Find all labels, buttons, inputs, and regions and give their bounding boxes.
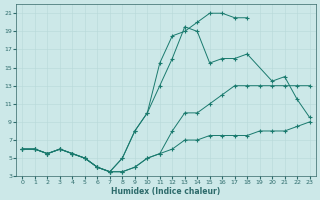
X-axis label: Humidex (Indice chaleur): Humidex (Indice chaleur): [111, 187, 221, 196]
